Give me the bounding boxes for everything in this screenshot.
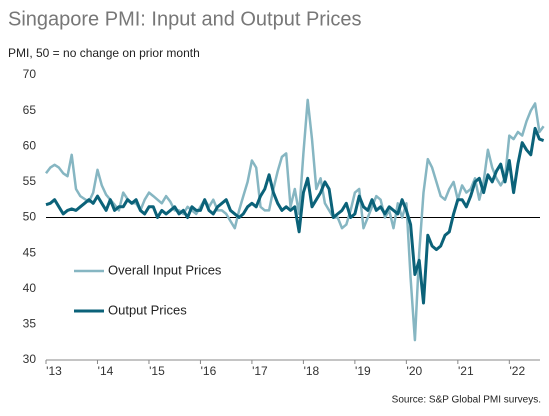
x-tick-label: '15 <box>149 364 165 378</box>
x-tick-label: '14 <box>98 364 114 378</box>
legend-label: Overall Input Prices <box>108 262 222 277</box>
line-series <box>45 126 545 305</box>
y-tick-label: 55 <box>23 174 37 188</box>
x-tick-label: '21 <box>458 364 474 378</box>
y-tick-label: 65 <box>23 103 37 117</box>
chart-subtitle: PMI, 50 = no change on prior month <box>8 46 200 60</box>
y-tick-label: 45 <box>23 245 37 259</box>
x-tick-label: '18 <box>304 364 320 378</box>
y-tick-label: 70 <box>23 67 37 81</box>
chart-title: Singapore PMI: Input and Output Prices <box>8 8 362 30</box>
x-tick-label: '22 <box>509 364 525 378</box>
x-tick-label: '17 <box>252 364 268 378</box>
x-tick-label: '13 <box>46 364 62 378</box>
y-tick-label: 30 <box>23 352 37 366</box>
y-tick-label: 60 <box>23 138 37 152</box>
x-tick-label: '19 <box>355 364 371 378</box>
legend-label: Output Prices <box>108 302 187 317</box>
y-tick-label: 40 <box>23 281 37 295</box>
source-note: Source: S&P Global PMI surveys. <box>392 395 541 406</box>
x-tick-label: '20 <box>407 364 423 378</box>
y-tick-label: 50 <box>23 210 37 224</box>
x-tick-label: '16 <box>201 364 217 378</box>
y-tick-label: 35 <box>23 317 37 331</box>
